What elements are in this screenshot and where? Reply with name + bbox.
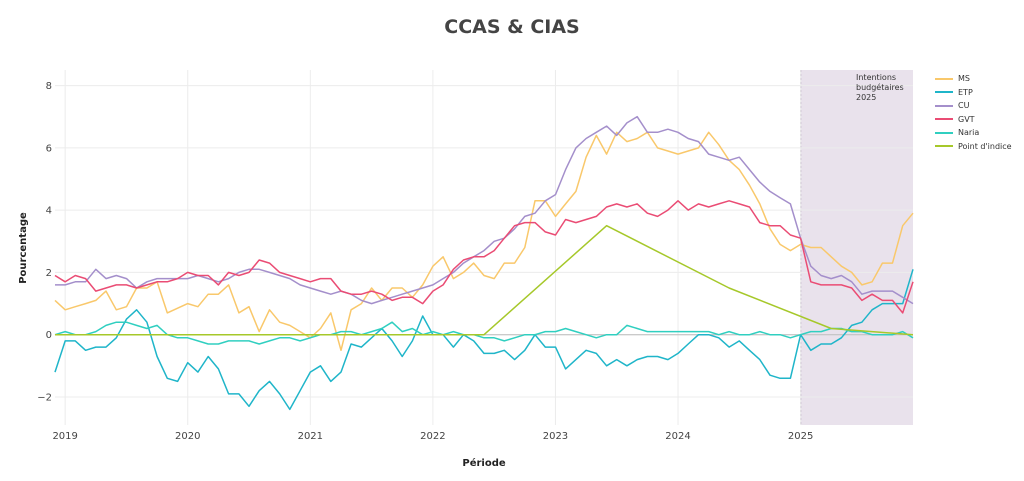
y-tick-label: 2: [46, 268, 52, 279]
x-axis-title: Période: [462, 457, 505, 469]
series-line-etp: [54, 269, 914, 411]
x-tick-label: 2020: [175, 431, 200, 442]
legend-swatch: [935, 77, 953, 80]
legend-swatch: [935, 118, 953, 121]
legend-swatch: [935, 104, 953, 107]
legend-item[interactable]: MS: [935, 72, 1012, 86]
series-line-naria: [54, 321, 914, 345]
legend-swatch: [935, 145, 953, 148]
legend-item[interactable]: ETP: [935, 86, 1012, 100]
forecast-annotation-line: Intentions: [856, 73, 896, 82]
y-tick-label: 4: [46, 206, 52, 217]
forecast-annotation-line: 2025: [856, 93, 876, 102]
series-line-ms: [54, 131, 914, 352]
x-tick-label: 2019: [52, 431, 77, 442]
legend-label: CU: [958, 101, 970, 111]
forecast-annotation-line: budgétaires: [856, 82, 904, 92]
y-tick-label: 6: [46, 143, 52, 154]
legend-item[interactable]: Naria: [935, 126, 1012, 140]
y-axis-title: Pourcentage: [18, 212, 29, 284]
legend-item[interactable]: GVT: [935, 113, 1012, 127]
legend-label: Naria: [958, 128, 980, 138]
series-line-gvt: [54, 200, 914, 314]
chart-title: CCAS & CIAS: [444, 16, 580, 38]
x-tick-label: 2025: [788, 431, 813, 442]
legend-item[interactable]: CU: [935, 99, 1012, 113]
x-tick-label: 2023: [543, 431, 568, 442]
legend-label: Point d'indice: [958, 141, 1012, 151]
legend-swatch: [935, 131, 953, 134]
legend-swatch: [935, 91, 953, 94]
y-tick-label: 8: [46, 81, 52, 92]
legend-label: MS: [958, 74, 970, 84]
series-line-point-d-indice: [55, 224, 914, 336]
x-tick-label: 2024: [665, 431, 690, 442]
y-tick-label: −2: [37, 392, 52, 403]
legend-item[interactable]: Point d'indice: [935, 140, 1012, 154]
legend-label: GVT: [958, 114, 975, 124]
x-tick-label: 2022: [420, 431, 445, 442]
legend: MS ETP CU GVT Naria Point d'indice: [935, 72, 1012, 153]
x-tick-label: 2021: [298, 431, 323, 442]
legend-label: ETP: [958, 87, 973, 97]
y-tick-label: 0: [46, 330, 52, 341]
